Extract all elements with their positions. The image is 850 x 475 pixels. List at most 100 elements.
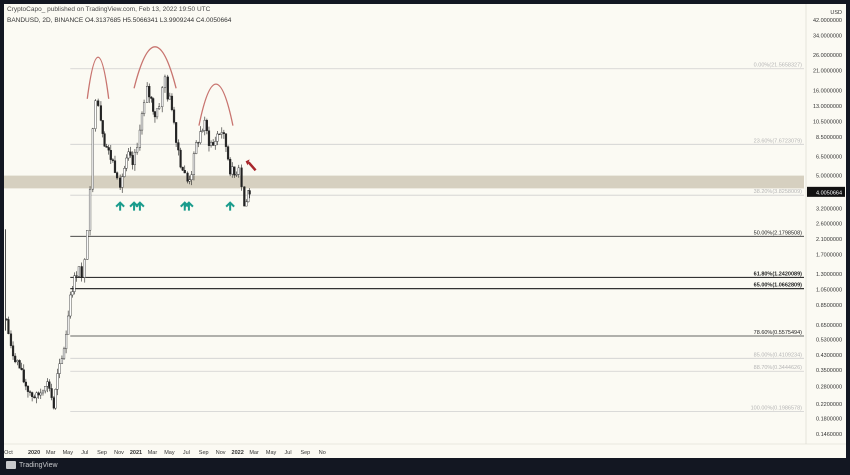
candle-body [105, 146, 108, 148]
support-arrow-icon [225, 201, 235, 211]
candle-body [56, 373, 59, 390]
candle-body [140, 113, 144, 131]
x-tick-label: 2020 [28, 450, 40, 456]
candle-body [97, 100, 100, 106]
y-tick-label: 0.6500000 [816, 323, 842, 329]
candle-body [146, 86, 149, 103]
candle-body [197, 142, 200, 144]
candle-body [88, 188, 92, 231]
candle-body [190, 174, 193, 180]
candle-body [39, 392, 42, 396]
candle-body [18, 360, 21, 369]
candle-body [218, 133, 221, 135]
candle-body [37, 392, 40, 396]
y-tick-label: 42.0000000 [813, 18, 842, 24]
candle-body [101, 120, 104, 134]
candle-body [224, 133, 228, 147]
candle-body [7, 319, 10, 335]
candle-body [220, 132, 223, 135]
candle-body [209, 142, 213, 146]
fib-label: 100.00%(0.1986578) [751, 405, 803, 411]
x-tick-label: Nov [216, 450, 226, 456]
chart-panel[interactable]: 0.00%(21.5658327) 23.60%(7.6723079) 38.20%… [4, 4, 846, 458]
candle-body [142, 102, 146, 114]
candle-body [127, 151, 130, 159]
candle-body [50, 388, 53, 398]
y-tick-label: 1.0500000 [816, 288, 842, 294]
fib-label: 38.20%(3.8258009) [754, 189, 802, 195]
candle-body [71, 291, 74, 296]
candle-body [16, 360, 19, 363]
footer-bar: TradingView [0, 458, 850, 475]
candle-body [179, 149, 182, 168]
y-tick-label: 0.3500000 [816, 368, 842, 374]
support-arrow-icon [115, 201, 125, 211]
tradingview-logo[interactable]: TradingView [6, 461, 58, 469]
candle-body [231, 166, 234, 175]
candle-body [247, 190, 250, 203]
chart-svg[interactable]: 0.00%(21.5658327) 23.60%(7.6723079) 38.20%… [4, 4, 846, 458]
candle-body [245, 201, 248, 207]
candle-body [20, 367, 23, 370]
y-tick-label: 0.2800000 [816, 384, 842, 390]
x-tick-label: Mar [46, 450, 56, 456]
candle-body [54, 389, 57, 409]
x-tick-label: No [319, 450, 326, 456]
candle-body [33, 396, 36, 399]
x-tick-label: Sep [199, 450, 209, 456]
y-tick-label: 2.6000000 [816, 221, 842, 227]
candle-body [75, 275, 78, 277]
candle-body [201, 130, 204, 132]
x-tick-label: Jul [81, 450, 88, 456]
x-tick-label: May [164, 450, 175, 456]
candle-body [158, 106, 161, 109]
y-tick-label: 2.1000000 [816, 237, 842, 243]
candle-body [170, 95, 174, 111]
candle-body [243, 186, 246, 207]
candle-body [148, 86, 151, 98]
candle-body [80, 266, 83, 278]
candle-body [109, 149, 112, 160]
fib-label: 61.80%(1.2420089) [754, 271, 802, 277]
fib-label: 0.00%(21.5658327) [754, 63, 802, 69]
candle-body [163, 76, 167, 89]
candle-body [207, 130, 211, 146]
y-tick-label: 0.4300000 [816, 353, 842, 359]
candle-body [69, 294, 72, 317]
candle-body [136, 147, 139, 153]
candle-body [150, 96, 153, 99]
support-arrow-icon [135, 201, 145, 211]
x-tick-label: May [63, 450, 74, 456]
candle-body [153, 111, 157, 118]
candle-body [86, 230, 89, 260]
candle-body [175, 122, 178, 143]
y-axis-unit: USD [830, 10, 842, 16]
candle-body [222, 132, 225, 134]
candle-body [22, 369, 25, 383]
candle-body [11, 345, 15, 357]
candle-body [46, 381, 49, 387]
x-tick-label: Mar [249, 450, 259, 456]
y-tick-label: 26.0000000 [813, 53, 842, 59]
y-tick-label: 13.0000000 [813, 104, 842, 110]
fib-label: 78.60%(0.5575494) [754, 330, 802, 336]
candle-body [113, 160, 117, 173]
candle-body [73, 275, 76, 292]
candle-body [199, 131, 202, 143]
fib-label: 88.70%(0.3444626) [754, 365, 802, 371]
candle-body [152, 98, 155, 112]
candle-body [168, 95, 171, 100]
candle-body [5, 318, 8, 320]
candle-body [172, 109, 176, 123]
y-tick-label: 5.0000000 [816, 174, 842, 180]
candle-body [65, 334, 68, 350]
y-tick-label: 1.3000000 [816, 272, 842, 278]
candle-body [123, 168, 126, 177]
candle-body [229, 158, 232, 175]
candle-body [133, 151, 136, 165]
candle-body [121, 176, 124, 188]
candle-body [111, 159, 114, 161]
arrow-head [184, 201, 194, 208]
candle-body [177, 142, 180, 151]
x-tick-label: 2022 [232, 450, 244, 456]
